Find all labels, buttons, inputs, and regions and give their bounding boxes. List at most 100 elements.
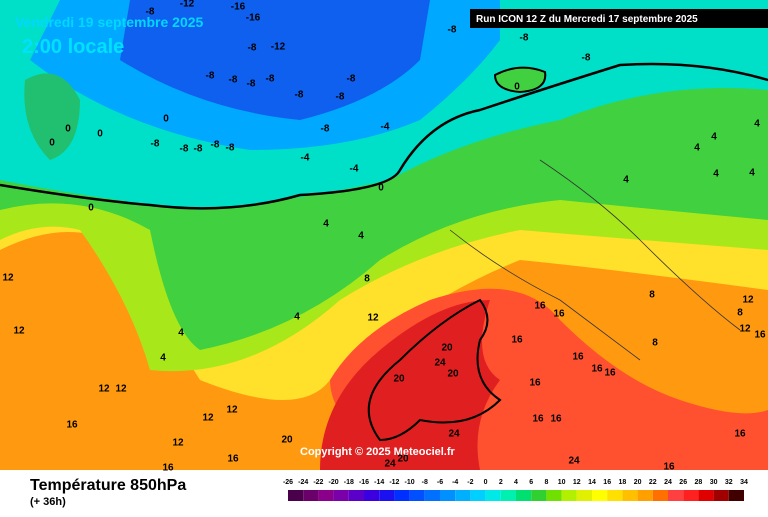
contour-label: 24 [434,358,446,369]
contour-label: -8 [151,139,160,150]
contour-label: 16 [162,463,174,474]
contour-label: 12 [226,405,238,416]
contour-label: 0 [97,129,103,140]
contour-label: -8 [247,79,256,90]
contour-label: 16 [532,414,544,425]
contour-label: -12 [180,0,195,10]
colorbar-label: -4 [452,479,458,486]
color-swatch [455,490,471,501]
map-title: Température 850hPa [30,477,186,494]
color-swatch [394,490,410,501]
colorbar-label: 28 [695,479,703,486]
contour-label: 4 [623,175,629,186]
color-swatch [424,490,440,501]
lead-time: (+ 36h) [30,496,66,508]
date: Vendredi 19 septembre 2025 [15,14,204,30]
contour-label: 20 [397,454,409,465]
contour-label: 4 [711,132,717,143]
color-swatch [440,490,456,501]
map: Run ICON 12 Z du Mercredi 17 septembre 2… [0,0,768,470]
colorbar-label: 32 [725,479,733,486]
contour-label: -16 [231,2,246,13]
copyright: Copyright © 2025 Meteociel.fr [300,446,456,458]
contour-label: -8 [347,74,356,85]
colorbar-label: 4 [514,479,518,486]
contour-label: 8 [652,338,658,349]
color-swatch [470,490,486,501]
contour-label: 12 [367,313,379,324]
color-swatch [713,490,729,501]
contour-label: 4 [713,169,719,180]
contour-label: -8 [295,90,304,101]
contour-label: 12 [202,413,214,424]
contour-label: 16 [734,429,746,440]
contour-label: -8 [448,25,457,36]
contour-label: 16 [604,368,616,379]
contour-label: -8 [180,144,189,155]
contour-label: -4 [350,164,359,175]
contour-label: 16 [553,309,565,320]
contour-label: -8 [520,33,529,44]
contour-label: 16 [591,364,603,375]
contour-label: -8 [211,140,220,151]
contour-label: 12 [13,326,25,337]
contour-label: -12 [271,42,286,53]
contour-label: 16 [663,462,675,473]
contour-label: -16 [246,13,261,24]
colorbar-label: 20 [634,479,642,486]
color-swatch [516,490,532,501]
contour-label: 12 [2,273,14,284]
colorbar-label: 2 [499,479,503,486]
colorbar-label: -10 [405,479,415,486]
contour-label: 4 [358,231,364,242]
contour-label: 16 [529,378,541,389]
contour-label: 20 [393,374,405,385]
colorbar-label: 14 [588,479,596,486]
contour-label: 24 [448,429,460,440]
contour-label: 16 [66,420,78,431]
colorbar-label: -14 [374,479,384,486]
colorbar-label: -18 [344,479,354,486]
contour-label: 12 [172,438,184,449]
colorbar-label: -26 [283,479,293,486]
colorbar-label: 34 [740,479,748,486]
contour-label: 4 [323,219,329,230]
color-swatch [652,490,668,501]
contour-label: 24 [384,459,396,470]
color-swatch [607,490,623,501]
contour-label: 8 [737,308,743,319]
contour-label: 4 [694,143,700,154]
colorbar-label: -2 [467,479,473,486]
color-swatch [546,490,562,501]
colorbar-label: 6 [529,479,533,486]
color-swatch [303,490,319,501]
contour-label: -8 [248,43,257,54]
colorbar-label: 22 [649,479,657,486]
color-swatch [637,490,653,501]
contour-label: 20 [447,369,459,380]
contour-label: 12 [115,384,127,395]
color-swatch [485,490,501,501]
color-swatch [668,490,684,501]
color-swatch [318,490,334,501]
contour-label: 0 [49,138,55,149]
colorbar-label: -6 [437,479,443,486]
contour-label: -8 [226,143,235,154]
contour-label: 4 [178,328,184,339]
contour-label: 0 [514,82,520,93]
color-swatch [531,490,547,501]
colorbar-label: -12 [389,479,399,486]
contour-label: 16 [754,330,766,341]
contour-label: 8 [364,274,370,285]
color-swatch [698,490,714,501]
color-swatch [561,490,577,501]
contour-label: -8 [582,53,591,64]
contour-label: -8 [206,71,215,82]
contour-label: 0 [163,114,169,125]
contour-label: 16 [511,335,523,346]
contour-label: 0 [88,203,94,214]
color-swatch [683,490,699,501]
colorbar-label: 16 [603,479,611,486]
colorbar-label: 18 [619,479,627,486]
colorbar: -26 -24 -22 -20 -18 -16 -14 -12 -10 -8 -6 -4 -2 0 2 4 6 8… [283,479,748,501]
